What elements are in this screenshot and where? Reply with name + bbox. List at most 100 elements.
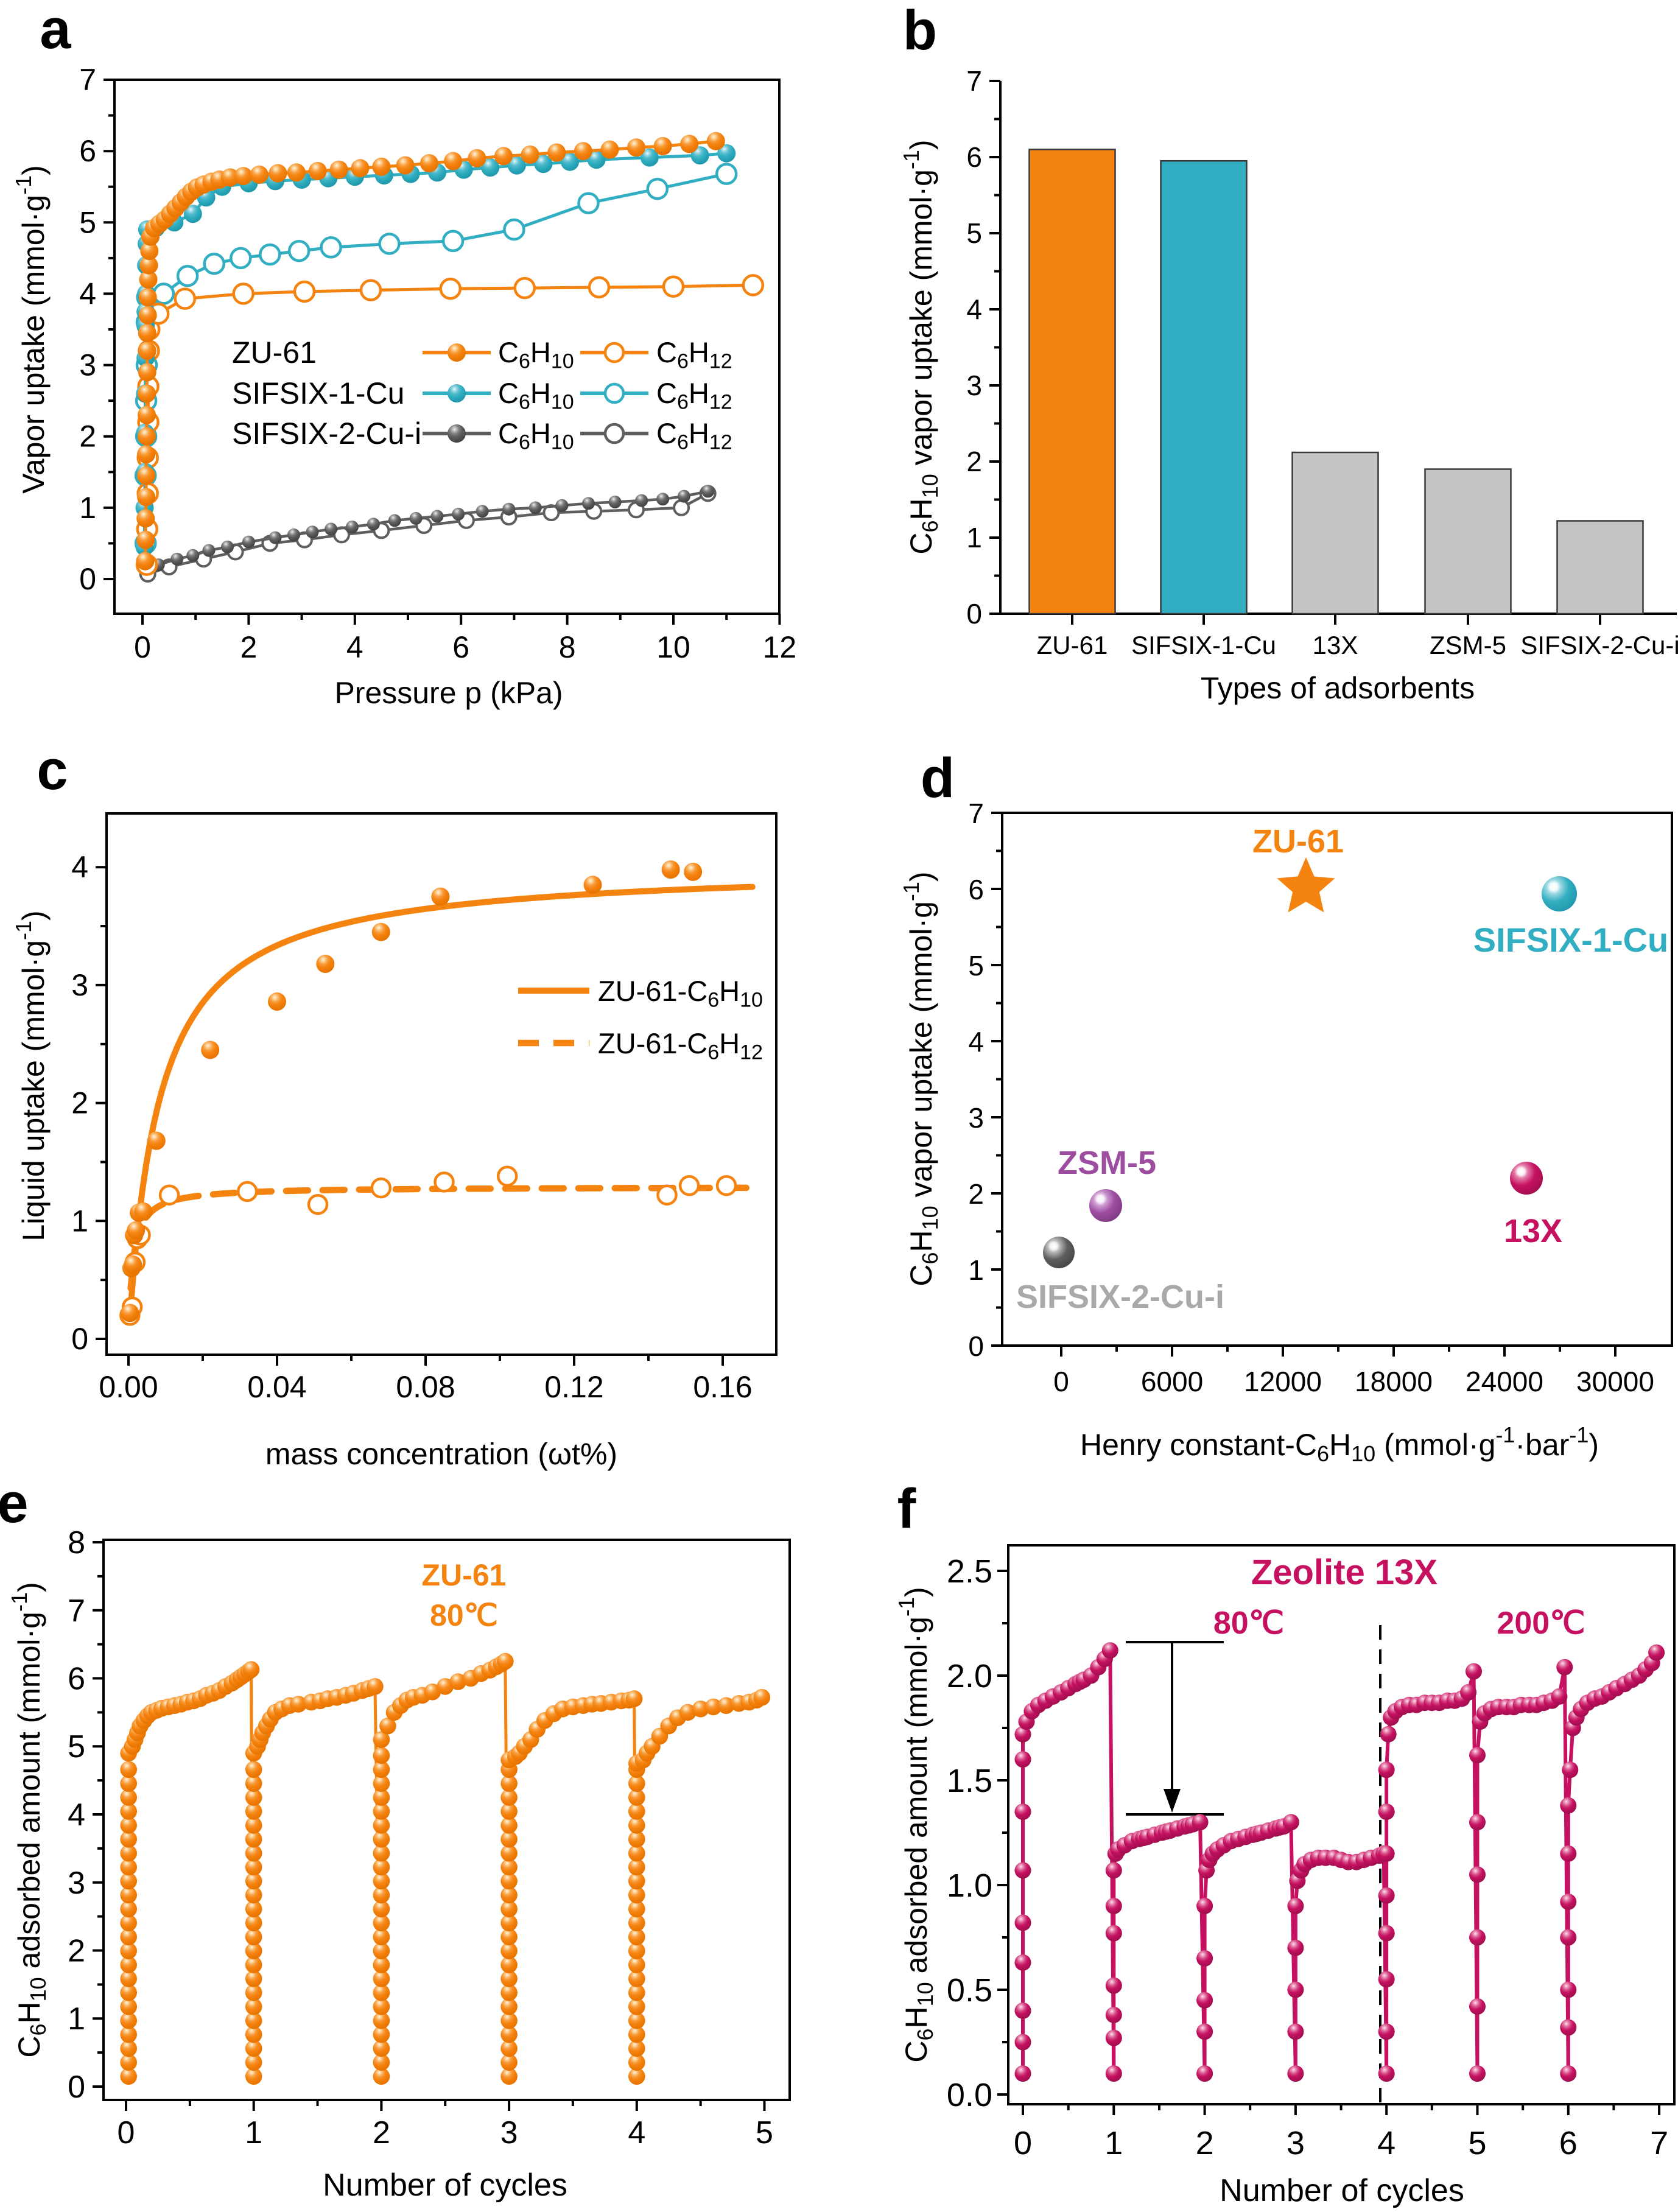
svg-text:3: 3 (71, 968, 88, 1002)
svg-text:7: 7 (968, 798, 984, 829)
svg-text:SIFSIX-1-Cu: SIFSIX-1-Cu (1473, 921, 1668, 959)
svg-text:24000: 24000 (1466, 1366, 1543, 1397)
svg-text:C6H10 adsorbed amount (mmol·g-: C6H10 adsorbed amount (mmol·g-1) (7, 1582, 51, 2057)
svg-text:8: 8 (68, 1525, 85, 1561)
svg-text:2: 2 (968, 1178, 984, 1210)
svg-text:0: 0 (118, 2115, 135, 2151)
svg-text:Henry constant-C6H10 (mmol·g-1: Henry constant-C6H10 (mmol·g-1·bar-1) (1080, 1422, 1599, 1466)
svg-text:5: 5 (68, 1729, 85, 1764)
svg-text:Number of cycles: Number of cycles (1220, 2173, 1464, 2208)
svg-text:C6H10: C6H10 (498, 417, 574, 454)
svg-text:1.5: 1.5 (947, 1763, 992, 1799)
svg-text:Number of cycles: Number of cycles (323, 2168, 567, 2203)
svg-text:Types of adsorbents: Types of adsorbents (1201, 671, 1475, 705)
svg-text:4: 4 (1377, 2125, 1395, 2161)
svg-text:0.16: 0.16 (693, 1370, 752, 1404)
svg-text:Pressure p (kPa): Pressure p (kPa) (334, 676, 563, 710)
svg-text:1: 1 (79, 491, 96, 525)
svg-text:Vapor uptake (mmol·g-1): Vapor uptake (mmol·g-1) (11, 165, 51, 494)
svg-text:0: 0 (79, 562, 96, 596)
svg-text:c: c (37, 739, 68, 801)
svg-text:5: 5 (968, 950, 984, 981)
svg-text:0: 0 (68, 2070, 85, 2105)
svg-text:6: 6 (968, 874, 984, 905)
svg-text:Zeolite 13X: Zeolite 13X (1251, 1553, 1438, 1592)
svg-text:SIFSIX-1-Cu: SIFSIX-1-Cu (232, 376, 404, 410)
svg-text:ZSM-5: ZSM-5 (1058, 1145, 1156, 1181)
svg-text:ZSM-5: ZSM-5 (1430, 631, 1506, 659)
svg-text:30000: 30000 (1576, 1366, 1654, 1397)
svg-text:a: a (40, 0, 71, 60)
svg-text:200℃: 200℃ (1497, 1606, 1585, 1641)
svg-text:SIFSIX-2-Cu-i: SIFSIX-2-Cu-i (1520, 631, 1678, 659)
svg-text:C6H10 vapor uptake (mmol·g-1): C6H10 vapor uptake (mmol·g-1) (899, 871, 943, 1286)
svg-text:2.5: 2.5 (947, 1553, 992, 1590)
svg-text:1: 1 (1104, 2125, 1123, 2161)
svg-text:2: 2 (240, 630, 257, 664)
svg-text:4: 4 (71, 850, 88, 884)
svg-text:12: 12 (763, 630, 797, 664)
svg-text:0.12: 0.12 (544, 1370, 603, 1404)
svg-text:6: 6 (966, 141, 982, 173)
svg-text:Liquid uptake (mmol·g-1): Liquid uptake (mmol·g-1) (11, 910, 51, 1241)
svg-text:3: 3 (966, 370, 982, 401)
svg-text:5: 5 (1468, 2125, 1486, 2161)
svg-text:4: 4 (79, 276, 96, 311)
svg-text:6000: 6000 (1141, 1366, 1203, 1397)
svg-text:C6H12: C6H12 (656, 336, 732, 373)
svg-text:6: 6 (1559, 2125, 1578, 2161)
svg-text:0.04: 0.04 (247, 1370, 306, 1404)
svg-text:4: 4 (968, 1026, 984, 1058)
svg-text:3: 3 (500, 2115, 518, 2151)
svg-text:0: 0 (71, 1322, 88, 1356)
svg-text:C6H10 vapor uptake (mmol·g-1): C6H10 vapor uptake (mmol·g-1) (899, 139, 943, 554)
svg-text:d: d (921, 747, 955, 809)
svg-text:3: 3 (79, 348, 96, 382)
svg-text:18000: 18000 (1355, 1366, 1433, 1397)
svg-text:4: 4 (966, 293, 982, 325)
svg-text:7: 7 (68, 1593, 85, 1629)
svg-text:4: 4 (346, 630, 363, 664)
svg-text:0.08: 0.08 (396, 1370, 455, 1404)
svg-text:5: 5 (79, 205, 96, 239)
svg-text:1: 1 (245, 2115, 262, 2151)
svg-text:3: 3 (1287, 2125, 1305, 2161)
svg-text:ZU-61: ZU-61 (1037, 631, 1108, 659)
svg-text:6: 6 (68, 1662, 85, 1697)
svg-text:0: 0 (1014, 2125, 1032, 2161)
svg-text:7: 7 (966, 65, 982, 97)
svg-text:1: 1 (71, 1204, 88, 1238)
svg-text:0: 0 (134, 630, 151, 664)
svg-text:SIFSIX-1-Cu: SIFSIX-1-Cu (1131, 631, 1276, 659)
svg-text:80℃: 80℃ (430, 1598, 498, 1632)
svg-text:2: 2 (79, 420, 96, 454)
svg-text:13X: 13X (1313, 631, 1358, 659)
svg-text:C6H12: C6H12 (656, 417, 732, 454)
svg-text:ZU-61: ZU-61 (1252, 823, 1344, 860)
svg-text:6: 6 (452, 630, 469, 664)
svg-text:ZU-61-C6H10: ZU-61-C6H10 (598, 975, 763, 1011)
svg-text:SIFSIX-2-Cu-i: SIFSIX-2-Cu-i (1016, 1279, 1224, 1315)
svg-text:1.0: 1.0 (947, 1867, 992, 1904)
svg-text:b: b (903, 0, 937, 61)
svg-text:e: e (0, 1472, 29, 1534)
svg-text:2: 2 (966, 446, 982, 477)
svg-text:1: 1 (968, 1254, 984, 1286)
svg-text:1: 1 (68, 2001, 85, 2037)
svg-text:0.00: 0.00 (99, 1370, 158, 1404)
svg-text:ZU-61-C6H12: ZU-61-C6H12 (598, 1027, 763, 1064)
svg-text:7: 7 (79, 63, 96, 97)
svg-text:80℃: 80℃ (1213, 1606, 1284, 1641)
svg-text:8: 8 (559, 630, 576, 664)
svg-text:2: 2 (68, 1934, 85, 1969)
svg-text:2.0: 2.0 (947, 1658, 992, 1694)
svg-text:2: 2 (71, 1086, 88, 1120)
svg-text:ZU-61: ZU-61 (422, 1558, 507, 1592)
svg-text:1: 1 (966, 522, 982, 553)
svg-text:ZU-61: ZU-61 (232, 335, 317, 370)
svg-text:0: 0 (1053, 1366, 1069, 1397)
svg-text:f: f (897, 1478, 916, 1540)
svg-text:0: 0 (968, 1330, 984, 1362)
svg-text:4: 4 (68, 1797, 85, 1833)
svg-text:0: 0 (966, 598, 982, 630)
